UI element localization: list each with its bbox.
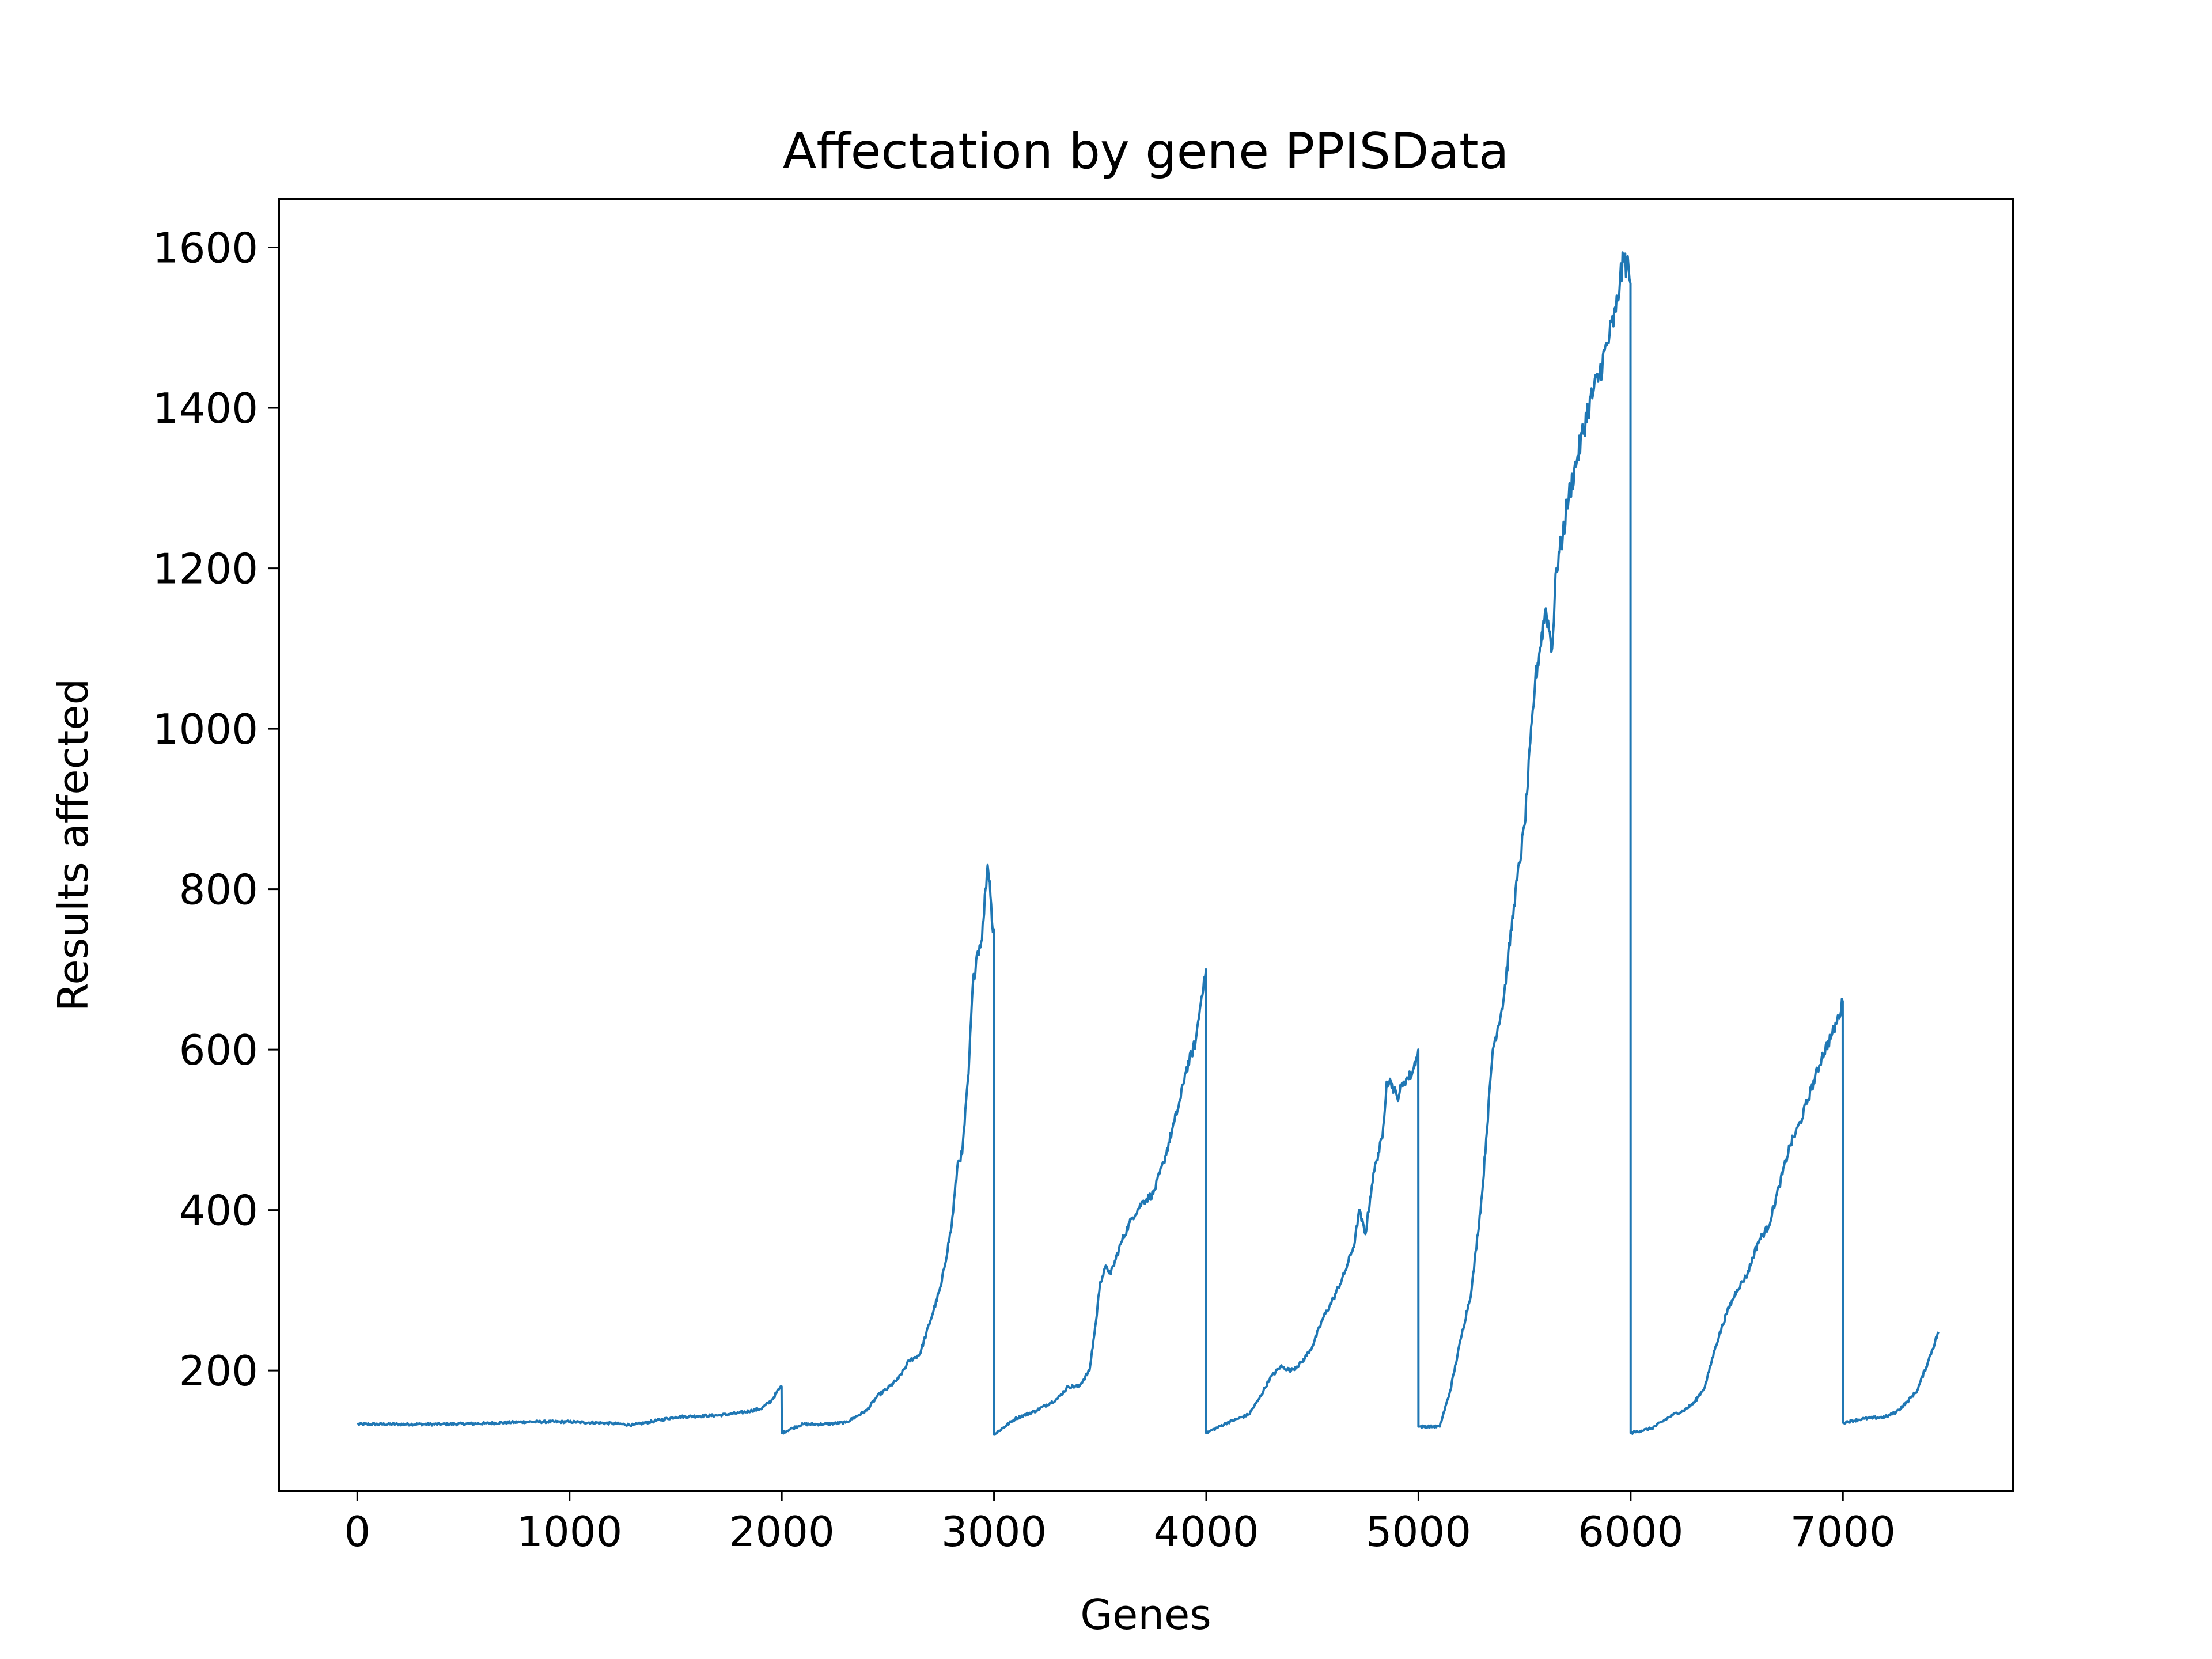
y-tick-label: 800 bbox=[179, 866, 258, 914]
y-tick-label: 1600 bbox=[153, 224, 258, 272]
y-tick-label: 1400 bbox=[153, 384, 258, 433]
y-tick-label: 400 bbox=[179, 1187, 258, 1235]
x-tick-label: 1000 bbox=[517, 1508, 622, 1556]
x-tick-label: 5000 bbox=[1366, 1508, 1471, 1556]
plot-area bbox=[279, 199, 2013, 1491]
x-tick-label: 6000 bbox=[1578, 1508, 1683, 1556]
series-layer bbox=[357, 251, 1940, 1436]
y-tick-label: 200 bbox=[179, 1347, 258, 1395]
chart-title: Affectation by gene PPISData bbox=[783, 123, 1509, 180]
y-tick-label: 600 bbox=[179, 1026, 258, 1074]
series-line bbox=[357, 251, 1940, 1436]
x-tick-label: 0 bbox=[344, 1508, 370, 1556]
x-tick-label: 4000 bbox=[1153, 1508, 1259, 1556]
y-axis: 200 400 600 800 1000 1200 1400 1600 bbox=[153, 224, 279, 1395]
y-tick-label: 1000 bbox=[153, 705, 258, 753]
x-axis: 0 1000 2000 3000 4000 5000 6000 7000 bbox=[344, 1491, 1896, 1556]
plot-frame bbox=[278, 198, 2014, 1492]
x-tick-label: 3000 bbox=[941, 1508, 1047, 1556]
y-axis-label: Results affected bbox=[49, 679, 97, 1012]
x-tick-label: 7000 bbox=[1790, 1508, 1896, 1556]
x-tick-label: 2000 bbox=[729, 1508, 835, 1556]
y-tick-label: 1200 bbox=[153, 545, 258, 593]
x-axis-label: Genes bbox=[1080, 1590, 1211, 1639]
